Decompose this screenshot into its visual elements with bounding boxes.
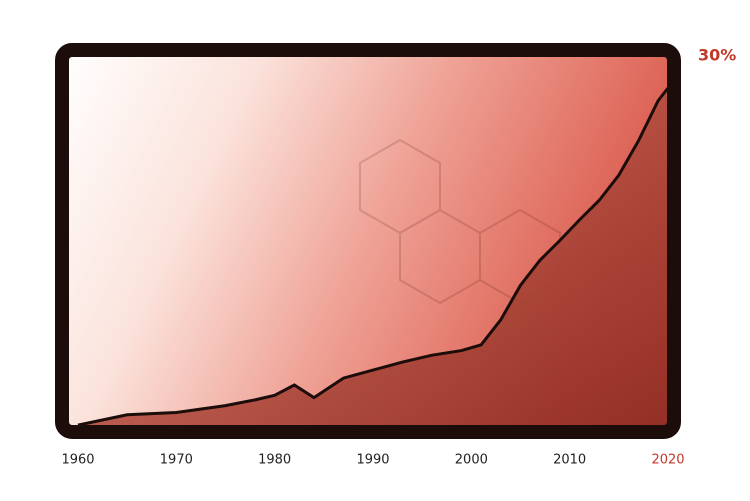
x-tick-label: 2020 — [651, 453, 684, 468]
x-tick-label: 1980 — [258, 453, 291, 468]
line — [77, 87, 670, 427]
x-tick-label: 2010 — [553, 453, 586, 468]
x-tick-label: 1970 — [160, 453, 193, 468]
x-tick-label: 2000 — [455, 453, 488, 468]
area-fill — [78, 88, 668, 432]
x-tick-label: 1990 — [356, 453, 389, 468]
value-label: 30% — [698, 46, 736, 65]
x-tick-label: 1960 — [61, 453, 94, 468]
frame — [55, 43, 681, 439]
